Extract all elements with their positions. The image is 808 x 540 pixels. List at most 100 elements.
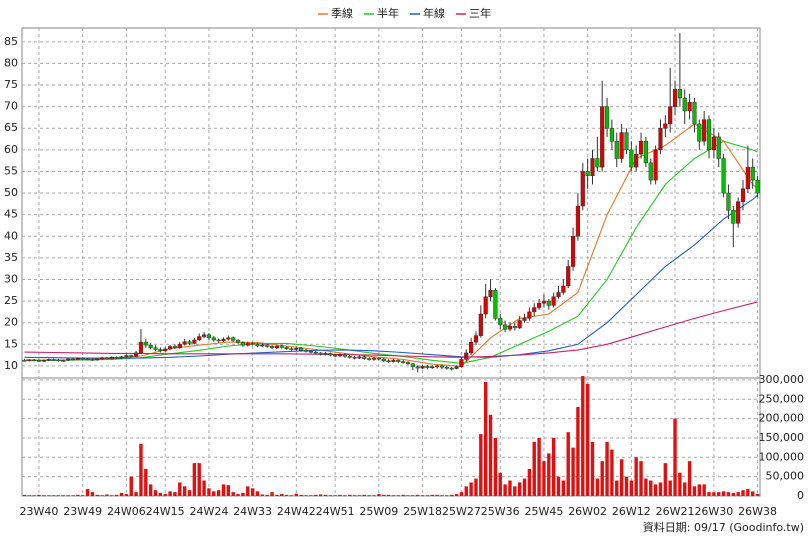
x-tick-label: 24W06 [107,505,146,518]
candle-body [274,345,279,349]
y-tick-label: 65 [4,121,18,134]
candle-body [46,359,51,361]
volume-bar [547,453,551,496]
candle-body [580,171,585,207]
volume-bar [27,495,31,496]
x-tick-label: 23W49 [63,505,102,518]
volume-bar [367,495,371,496]
volume-bar [639,461,643,496]
candle-body [653,149,658,181]
candle-body [333,354,338,357]
volume-bar [207,488,211,496]
candle-body [386,360,391,362]
volume-bar [47,495,51,496]
candle-body [323,353,328,355]
volume-bar [561,480,566,496]
volume-bar [265,494,269,496]
candle-body [755,179,760,194]
volume-bar [168,491,172,496]
candle-body [663,123,668,129]
volume-bar [649,480,653,496]
candle-body [66,358,71,361]
volume-bar [343,495,347,496]
volume-bar [746,489,750,496]
volume-bar [581,376,585,496]
volume-bar [629,480,634,496]
candle-body [328,353,333,356]
candle-body [435,365,440,368]
volume-bar [445,495,449,496]
volume-bar [454,494,459,496]
candle-body [595,158,600,168]
candle-body [711,136,716,151]
candle-body [478,313,483,336]
candle-body [260,344,265,347]
volume-bar [726,492,731,496]
candle-body [648,162,653,181]
volume-bar [571,447,575,496]
x-tick-label: 25W09 [359,505,398,518]
candle-body [503,324,508,330]
y-tick-label: 75 [4,78,18,91]
volume-bar [692,486,697,496]
candle-body [706,119,712,151]
volume-bar [129,476,133,496]
volume-bar [221,484,226,496]
candle-body [721,158,726,194]
candle-body [702,119,707,142]
y-tick-label: 50 [4,186,18,199]
candle-body [604,106,610,129]
volume-bar [124,494,129,496]
volume-bar [182,486,187,496]
volume-bar [610,449,614,496]
candle-body [70,358,76,361]
ma-line [24,194,758,359]
candle-body [303,350,309,352]
candle-body [163,348,168,352]
candle-body [745,166,750,189]
volume-bar [619,459,624,496]
candle-body [410,363,415,368]
candle-body [75,357,80,360]
volume-bar [22,494,27,496]
candle-body [517,320,522,329]
volume-bar [192,463,197,496]
volume-bar [542,461,546,496]
candle-body [80,357,85,360]
candle-body [211,337,216,341]
candle-body [643,140,648,164]
volume-bar [673,418,677,496]
candle-body [153,347,158,350]
volume-bar [406,495,410,496]
volume-bar [663,463,668,496]
candle-body [396,360,401,362]
volume-bar [736,492,740,496]
volume-bar [260,494,265,496]
volume-bar [76,494,80,496]
candle-body [415,366,420,369]
candle-body [634,153,639,168]
volume-bar [513,486,517,496]
volume-bar [328,495,333,496]
candle-body [245,343,250,346]
x-tick-label: 24W24 [189,505,228,518]
volume-bar [51,495,56,496]
volume-bar [653,484,658,496]
volume-bar [721,491,726,496]
candle-body [619,132,624,159]
candle-body [498,318,503,326]
volume-bar [66,495,70,496]
y2-tick-label: 150,000 [759,431,805,444]
volume-bar [469,482,473,496]
volume-bar [755,494,760,496]
volume-bar [377,494,381,496]
candle-body [337,354,343,357]
y-tick-label: 30 [4,272,18,285]
candle-body [255,344,260,347]
candle-body [347,356,352,358]
volume-bar [197,463,201,496]
volume-bar [246,486,250,496]
y-tick-label: 70 [4,100,18,113]
candle-body [134,352,139,357]
volume-bar [527,468,532,496]
